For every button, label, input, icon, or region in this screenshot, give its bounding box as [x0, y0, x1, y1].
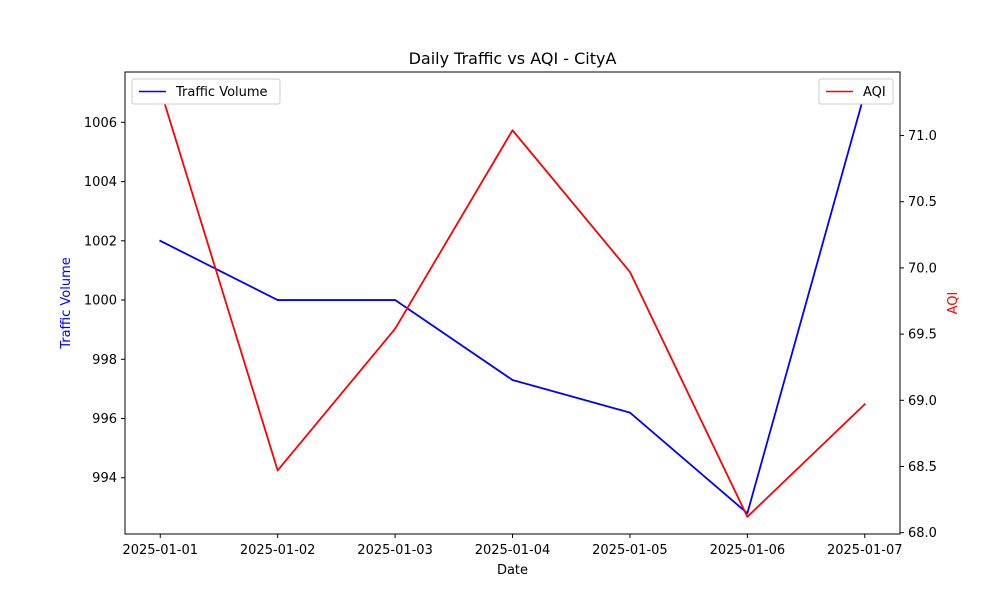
legend-traffic-volume: Traffic Volume: [131, 78, 281, 105]
legend-aqi-label: AQI: [863, 85, 886, 100]
x-axis-tick-label: 2025-01-03: [357, 543, 433, 558]
x-axis-tick-label: 2025-01-05: [592, 543, 668, 558]
left-axis-tick-label: 1006: [84, 116, 117, 131]
chart-title: Daily Traffic vs AQI - CityA: [409, 49, 617, 68]
left-axis-tick-label: 1000: [84, 294, 117, 309]
right-axis-tick-label: 68.0: [908, 526, 937, 541]
right-axis-label: AQI: [946, 292, 961, 315]
right-axis-tick-label: 69.5: [908, 328, 937, 343]
right-axis-tick-label: 70.5: [908, 195, 937, 210]
x-axis-tick-label: 2025-01-06: [710, 543, 786, 558]
aqi-line: [159, 88, 867, 518]
left-axis-tick-label: 1004: [84, 175, 117, 190]
right-axis-tick-label: 68.5: [908, 460, 937, 475]
series-layer: [159, 88, 867, 518]
legend-aqi: AQI: [818, 78, 894, 105]
x-axis-tick-label: 2025-01-07: [827, 543, 903, 558]
left-axis-tick-label: 1002: [84, 234, 117, 249]
x-axis-tick-label: 2025-01-04: [475, 543, 551, 558]
legend-traffic-volume-box: [131, 78, 281, 105]
left-axis-tick-label: 994: [92, 471, 117, 486]
x-axis-tick-label: 2025-01-02: [240, 543, 316, 558]
left-axis-label: Traffic Volume: [59, 257, 74, 350]
plot-frame: [124, 71, 901, 535]
right-axis-ticks: 68.0 68.5 69.0 69.5 70.0 70.5 71.0: [900, 129, 937, 541]
right-axis-tick-label: 71.0: [908, 129, 937, 144]
traffic-volume-line: [159, 91, 866, 515]
left-axis-tick-label: 996: [92, 412, 117, 427]
legend-aqi-box: [818, 78, 894, 105]
legend-traffic-volume-label: Traffic Volume: [175, 85, 268, 100]
right-axis-tick-label: 70.0: [908, 261, 937, 276]
x-axis-label: Date: [497, 563, 528, 578]
right-axis-tick-label: 69.0: [908, 394, 937, 409]
left-axis-tick-label: 998: [92, 353, 117, 368]
left-axis-ticks: 994 996 998 1000 1002 1004 1006: [84, 116, 125, 486]
x-axis-ticks: 2025-01-01 2025-01-02 2025-01-03 2025-01-04…: [122, 534, 903, 558]
x-axis-tick-label: 2025-01-01: [122, 543, 198, 558]
